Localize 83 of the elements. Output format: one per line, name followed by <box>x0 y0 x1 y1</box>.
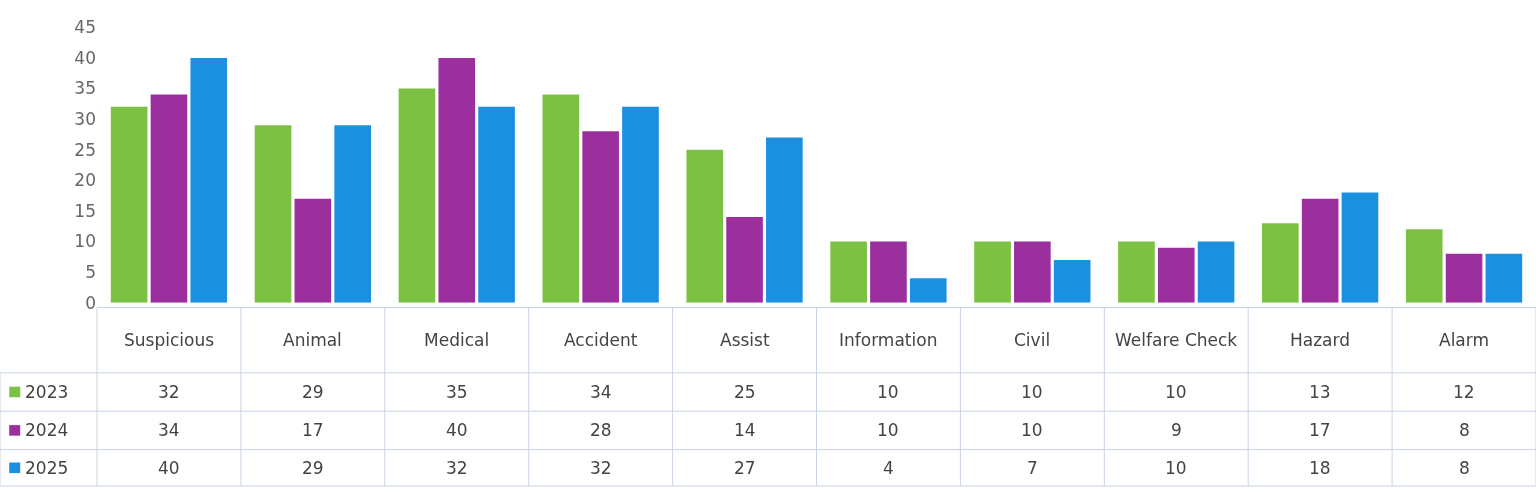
y-tick-label: 5 <box>85 262 96 283</box>
data-label: 10 <box>1165 458 1187 478</box>
bar <box>110 106 148 303</box>
x-tick-label: Information <box>839 330 938 350</box>
bar <box>870 241 907 303</box>
y-tick-label: 25 <box>74 139 96 160</box>
bar <box>1014 241 1051 303</box>
legend-label: 2024 <box>25 420 69 440</box>
x-tick-label: Assist <box>720 330 770 350</box>
bar <box>1118 241 1155 303</box>
data-label: 27 <box>734 458 756 478</box>
bar <box>1445 253 1483 303</box>
data-label: 4 <box>883 458 894 478</box>
data-label: 32 <box>158 382 180 402</box>
data-label: 13 <box>1309 382 1331 402</box>
bar <box>1157 247 1195 303</box>
data-label: 29 <box>302 382 324 402</box>
y-tick-label: 35 <box>74 78 96 99</box>
data-label: 25 <box>734 382 756 402</box>
bar <box>438 57 476 303</box>
data-label: 17 <box>1309 420 1331 440</box>
data-label: 17 <box>302 420 324 440</box>
x-tick-label: Civil <box>1014 330 1051 350</box>
bar <box>1197 241 1235 303</box>
bar <box>398 88 436 303</box>
y-tick-label: 30 <box>74 109 96 130</box>
data-label: 32 <box>446 458 468 478</box>
data-label: 40 <box>158 458 180 478</box>
data-label: 18 <box>1309 458 1331 478</box>
bar <box>1262 223 1299 303</box>
data-label: 8 <box>1459 420 1470 440</box>
bar <box>830 241 867 303</box>
bar <box>334 125 371 303</box>
x-tick-label: Accident <box>564 330 638 350</box>
data-label: 14 <box>734 420 756 440</box>
y-tick-label: 0 <box>85 292 96 313</box>
data-label: 10 <box>1021 382 1043 402</box>
bar <box>190 57 228 303</box>
data-label: 32 <box>590 458 612 478</box>
bar <box>1485 253 1523 303</box>
y-tick-label: 20 <box>74 170 96 191</box>
legend-label: 2025 <box>25 458 69 478</box>
data-label: 10 <box>877 382 899 402</box>
bar <box>254 125 292 303</box>
y-tick-label: 40 <box>74 47 96 68</box>
bar <box>622 106 659 303</box>
bar <box>686 149 724 303</box>
x-tick-label: Suspicious <box>124 330 215 350</box>
x-tick-label: Animal <box>283 330 342 350</box>
data-label: 28 <box>590 420 612 440</box>
bar <box>542 94 580 303</box>
y-tick-label: 45 <box>74 17 96 38</box>
bar <box>974 241 1011 303</box>
data-label: 8 <box>1459 458 1470 478</box>
bar <box>582 131 619 303</box>
data-label: 10 <box>1021 420 1043 440</box>
legend-label: 2023 <box>25 382 69 402</box>
data-label: 29 <box>302 458 324 478</box>
bar <box>1053 259 1091 303</box>
data-label: 34 <box>590 382 612 402</box>
y-tick-label: 15 <box>74 200 96 221</box>
x-tick-label: Hazard <box>1290 330 1351 350</box>
x-tick-label: Welfare Check <box>1115 330 1238 350</box>
y-tick-label: 10 <box>74 231 96 252</box>
data-label: 7 <box>1027 458 1038 478</box>
data-label: 9 <box>1171 420 1182 440</box>
x-tick-label: Alarm <box>1439 330 1490 350</box>
bar <box>766 137 803 303</box>
bar <box>909 278 947 303</box>
data-label: 10 <box>877 420 899 440</box>
bar <box>294 198 332 303</box>
bar <box>1301 198 1339 303</box>
bar <box>1341 192 1379 303</box>
data-label: 40 <box>446 420 468 440</box>
x-tick-label: Medical <box>424 330 490 350</box>
data-label: 10 <box>1165 382 1187 402</box>
data-label: 12 <box>1453 382 1475 402</box>
bar <box>1405 229 1443 303</box>
bar <box>478 106 515 303</box>
bar <box>726 217 763 303</box>
data-label: 34 <box>158 420 180 440</box>
data-label: 35 <box>446 382 468 402</box>
bar <box>150 94 188 303</box>
